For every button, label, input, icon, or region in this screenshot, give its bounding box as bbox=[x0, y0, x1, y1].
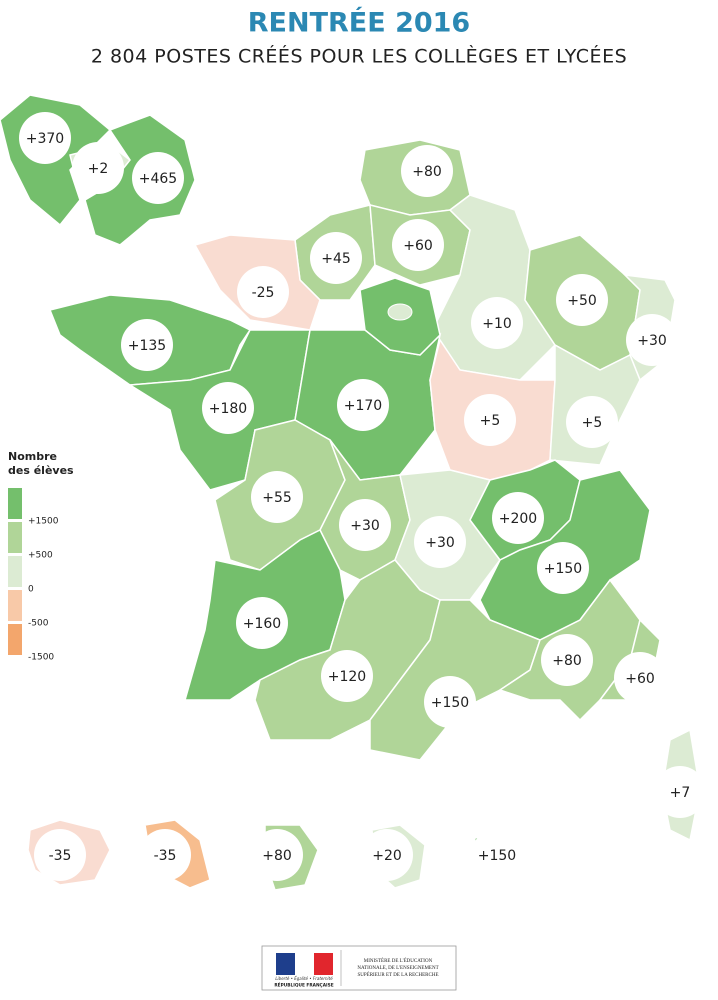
region-label: +120 bbox=[328, 669, 366, 685]
label-badge bbox=[471, 297, 523, 349]
region-label: +150 bbox=[478, 848, 516, 864]
region-label: +55 bbox=[262, 490, 292, 506]
region-label: +160 bbox=[243, 616, 281, 632]
label-badge bbox=[337, 379, 389, 431]
label-badge bbox=[251, 471, 303, 523]
legend-swatch bbox=[8, 556, 22, 587]
region-label: +30 bbox=[425, 535, 455, 551]
label-badge bbox=[392, 219, 444, 271]
label-badge bbox=[471, 829, 523, 881]
label-badge bbox=[541, 634, 593, 686]
region-label: +30 bbox=[637, 333, 667, 349]
region-label: +370 bbox=[26, 131, 64, 147]
legend-swatch bbox=[8, 624, 22, 655]
legend-label: +1500 bbox=[28, 517, 59, 527]
flag-white bbox=[295, 953, 314, 975]
regions bbox=[0, 94, 701, 891]
label-badge bbox=[492, 492, 544, 544]
legend-label: +500 bbox=[28, 551, 53, 561]
region-label: +80 bbox=[552, 653, 582, 669]
region-label: +30 bbox=[350, 518, 380, 534]
legend-label: 0 bbox=[28, 585, 34, 595]
label-badge bbox=[321, 650, 373, 702]
region-label: +150 bbox=[431, 695, 469, 711]
region-label: +60 bbox=[403, 238, 433, 254]
legend-title: Nombre bbox=[8, 450, 57, 463]
republic: RÉPUBLIQUE FRANÇAISE bbox=[274, 981, 333, 989]
label-badge bbox=[654, 766, 706, 818]
legend-title: des élèves bbox=[8, 464, 74, 477]
flag-red bbox=[314, 953, 333, 975]
region-label: +7 bbox=[670, 785, 691, 801]
motto: Liberté • Égalité • Fraternité bbox=[275, 976, 333, 981]
region-label: -35 bbox=[154, 848, 177, 864]
label-badge bbox=[537, 542, 589, 594]
legend-label: -500 bbox=[28, 619, 49, 629]
region-label: +5 bbox=[480, 413, 501, 429]
region-label: +20 bbox=[372, 848, 402, 864]
label-badge bbox=[132, 152, 184, 204]
label-badge bbox=[237, 266, 289, 318]
labels: +370+2+465 +80+45+60-25+10+50+30+135+180 +… bbox=[19, 112, 706, 881]
label-badge bbox=[401, 145, 453, 197]
region-label: -25 bbox=[252, 285, 275, 301]
label-badge bbox=[414, 516, 466, 568]
label-badge bbox=[236, 597, 288, 649]
legend-swatch bbox=[8, 522, 22, 553]
region-label: +10 bbox=[482, 316, 512, 332]
ministry-line: MINISTÈRE DE L'ÉDUCATION bbox=[364, 958, 433, 964]
region-label: +200 bbox=[499, 511, 537, 527]
label-badge bbox=[310, 232, 362, 284]
label-badge bbox=[424, 676, 476, 728]
subtitle: 2 804 POSTES CRÉÉS POUR LES COLLÈGES ET … bbox=[91, 45, 627, 68]
title: RENTRÉE 2016 bbox=[248, 7, 470, 39]
ministry-line: NATIONALE, DE L'ENSEIGNEMENT bbox=[357, 966, 438, 971]
label-badge bbox=[556, 274, 608, 326]
label-badge bbox=[464, 394, 516, 446]
label-badge bbox=[121, 319, 173, 371]
label-badge bbox=[566, 396, 618, 448]
label-badge bbox=[614, 652, 666, 704]
label-badge bbox=[72, 142, 124, 194]
paris-center bbox=[387, 303, 413, 321]
region-label: +170 bbox=[344, 398, 382, 414]
region-label: +5 bbox=[582, 415, 603, 431]
ministry-line: SUPÉRIEUR ET DE LA RECHERCHE bbox=[357, 972, 438, 978]
region bbox=[429, 194, 556, 381]
region-label: +180 bbox=[209, 401, 247, 417]
region-label: +135 bbox=[128, 338, 166, 354]
flag-blue bbox=[276, 953, 295, 975]
label-badge bbox=[19, 112, 71, 164]
region-label: +80 bbox=[412, 164, 442, 180]
region-label: +465 bbox=[139, 171, 177, 187]
region-label: +150 bbox=[544, 561, 582, 577]
label-badge bbox=[34, 829, 86, 881]
region-label: +80 bbox=[262, 848, 292, 864]
legend-label: -1500 bbox=[28, 653, 54, 663]
region-label: +60 bbox=[625, 671, 655, 687]
region-label: +2 bbox=[88, 161, 109, 177]
footer-logo: Liberté • Égalité • Fraternité RÉPUBLIQU… bbox=[261, 945, 457, 991]
label-badge bbox=[339, 499, 391, 551]
label-badge bbox=[361, 829, 413, 881]
legend-swatch bbox=[8, 488, 22, 519]
label-badge bbox=[202, 382, 254, 434]
label-badge bbox=[139, 829, 191, 881]
label-badge bbox=[626, 314, 678, 366]
label-badge bbox=[251, 829, 303, 881]
region-label: +45 bbox=[321, 251, 351, 267]
legend-swatch bbox=[8, 590, 22, 621]
region-label: +50 bbox=[567, 293, 597, 309]
region-label: -35 bbox=[49, 848, 72, 864]
